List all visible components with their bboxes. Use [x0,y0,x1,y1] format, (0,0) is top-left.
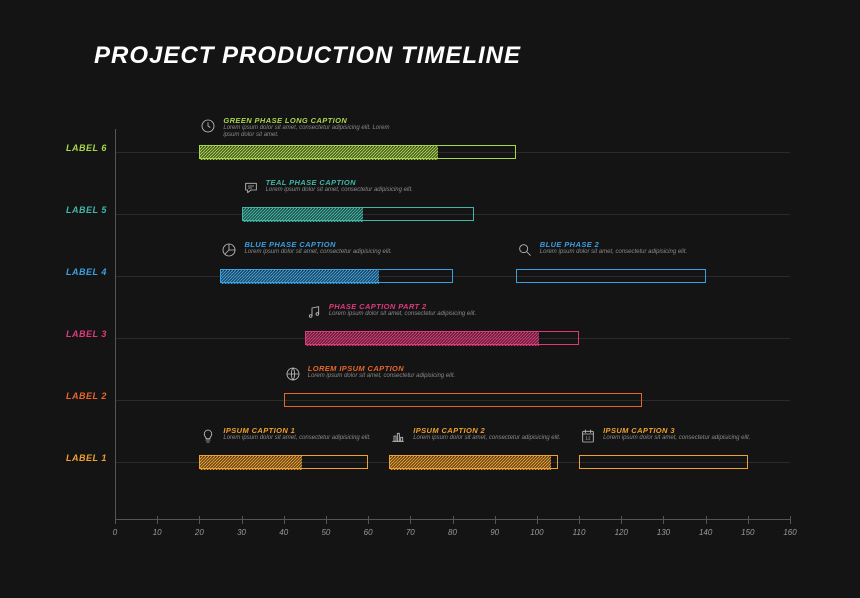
caption-subtitle: Lorem ipsum dolor sit amet, consectetur … [603,435,750,442]
bar-caption: BLUE PHASE 2Lorem ipsum dolor sit amet, … [516,241,687,259]
x-tick-label: 160 [783,528,796,537]
caption-subtitle: Lorem ipsum dolor sit amet, consectetur … [540,249,687,256]
bar-caption: GREEN PHASE LONG CAPTIONLorem ipsum dolo… [199,117,393,140]
clock-icon [199,117,217,135]
gantt-bar [220,269,452,283]
x-tick-label: 60 [364,528,373,537]
x-axis: 0102030405060708090100110120130140150160 [115,519,790,545]
caption-title: IPSUM CAPTION 1 [223,427,370,435]
bulb-icon [199,427,217,445]
caption-title: GREEN PHASE LONG CAPTION [223,117,393,125]
gantt-chart: LABEL 6GREEN PHASE LONG CAPTIONLorem ips… [70,105,790,545]
x-tick-label: 30 [237,528,246,537]
x-tick-label: 100 [530,528,543,537]
gantt-row: LABEL 3PHASE CAPTION PART 2Lorem ipsum d… [70,291,790,351]
x-tick-label: 80 [448,528,457,537]
calendar-icon: 12 [579,427,597,445]
gantt-row: LABEL 4BLUE PHASE CAPTIONLorem ipsum dol… [70,229,790,289]
row-label: LABEL 1 [66,453,107,463]
caption-title: TEAL PHASE CAPTION [266,179,413,187]
pie-icon [220,241,238,259]
gantt-row: LABEL 1IPSUM CAPTION 1Lorem ipsum dolor … [70,415,790,475]
gantt-bar [199,455,368,469]
x-tick-label: 70 [406,528,415,537]
music-icon [305,303,323,321]
row-label: LABEL 3 [66,329,107,339]
gantt-bar [516,269,706,283]
x-tick-label: 150 [741,528,754,537]
gantt-bar [242,207,474,221]
bars-icon [389,427,407,445]
bar-caption: LOREM IPSUM CAPTIONLorem ipsum dolor sit… [284,365,455,383]
gantt-row: LABEL 6GREEN PHASE LONG CAPTIONLorem ips… [70,105,790,165]
x-tick-label: 50 [321,528,330,537]
caption-subtitle: Lorem ipsum dolor sit amet, consectetur … [308,373,455,380]
row-label: LABEL 5 [66,205,107,215]
caption-subtitle: Lorem ipsum dolor sit amet, consectetur … [266,187,413,194]
gantt-bar [305,331,579,345]
x-tick-label: 110 [573,528,586,537]
x-tick-label: 120 [615,528,628,537]
caption-title: BLUE PHASE 2 [540,241,687,249]
row-label: LABEL 4 [66,267,107,277]
chat-icon [242,179,260,197]
caption-subtitle: Lorem ipsum dolor sit amet, consectetur … [244,249,391,256]
gantt-row: LABEL 5TEAL PHASE CAPTIONLorem ipsum dol… [70,167,790,227]
gantt-bar [199,145,515,159]
bar-caption: IPSUM CAPTION 1Lorem ipsum dolor sit ame… [199,427,370,445]
row-label: LABEL 2 [66,391,107,401]
gantt-row: LABEL 2LOREM IPSUM CAPTIONLorem ipsum do… [70,353,790,413]
gantt-bar [389,455,558,469]
caption-subtitle: Lorem ipsum dolor sit amet, consectetur … [329,311,476,318]
y-axis-line [115,129,116,519]
gantt-bar [284,393,643,407]
caption-title: IPSUM CAPTION 2 [413,427,560,435]
caption-subtitle: Lorem ipsum dolor sit amet, consectetur … [223,435,370,442]
caption-title: LOREM IPSUM CAPTION [308,365,455,373]
x-tick-label: 90 [490,528,499,537]
x-tick-label: 0 [113,528,117,537]
x-tick-label: 140 [699,528,712,537]
row-label: LABEL 6 [66,143,107,153]
globe-icon [284,365,302,383]
x-tick-label: 130 [657,528,670,537]
bar-caption: PHASE CAPTION PART 2Lorem ipsum dolor si… [305,303,476,321]
page-title: PROJECT PRODUCTION TIMELINE [94,42,521,70]
bar-caption: BLUE PHASE CAPTIONLorem ipsum dolor sit … [220,241,391,259]
bar-caption: TEAL PHASE CAPTIONLorem ipsum dolor sit … [242,179,413,197]
search-icon [516,241,534,259]
x-tick-label: 20 [195,528,204,537]
caption-title: PHASE CAPTION PART 2 [329,303,476,311]
svg-text:12: 12 [585,435,591,440]
bar-caption: 12 IPSUM CAPTION 3Lorem ipsum dolor sit a… [579,427,750,445]
gantt-bar [579,455,748,469]
caption-subtitle: Lorem ipsum dolor sit amet, consectetur … [223,125,393,139]
caption-title: BLUE PHASE CAPTION [244,241,391,249]
caption-subtitle: Lorem ipsum dolor sit amet, consectetur … [413,435,560,442]
bar-caption: IPSUM CAPTION 2Lorem ipsum dolor sit ame… [389,427,560,445]
x-tick-label: 10 [153,528,162,537]
caption-title: IPSUM CAPTION 3 [603,427,750,435]
x-tick-label: 40 [279,528,288,537]
